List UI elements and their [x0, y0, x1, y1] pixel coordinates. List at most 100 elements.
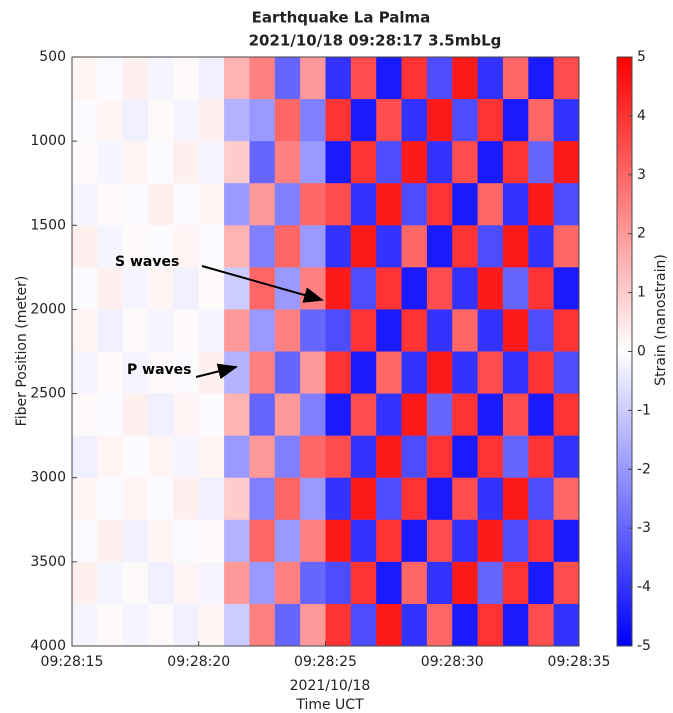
heatmap-cell: [401, 141, 428, 184]
heatmap-cell: [553, 393, 579, 437]
y-tick-label: 2000: [30, 301, 66, 317]
heatmap-cell: [148, 141, 174, 184]
heatmap-cell: [477, 99, 504, 142]
heatmap-cell: [325, 519, 352, 563]
heatmap-cell: [325, 561, 352, 605]
heatmap-cell: [477, 603, 504, 646]
heatmap-cell: [426, 267, 453, 310]
heatmap-cell: [325, 477, 352, 521]
heatmap-cell: [452, 267, 479, 310]
heatmap-cell: [553, 477, 579, 521]
heatmap-cell: [528, 225, 555, 268]
heatmap-cell: [350, 99, 377, 142]
heatmap-cell: [224, 435, 250, 479]
heatmap-cell: [528, 561, 555, 605]
heatmap-cell: [274, 225, 301, 268]
heatmap-cell: [401, 309, 428, 352]
heatmap-cell: [325, 393, 352, 437]
heatmap-cell: [72, 183, 98, 226]
heatmap-cell: [502, 267, 529, 310]
heatmap-cell: [502, 435, 529, 479]
heatmap-cell: [553, 57, 579, 100]
heatmap-cell: [122, 183, 149, 226]
colorbar-tick-label: 4: [637, 108, 646, 124]
heatmap-cell: [300, 141, 326, 184]
heatmap-cell: [122, 99, 149, 142]
x-tick-label: 09:28:35: [548, 654, 611, 670]
heatmap-cell: [249, 393, 276, 437]
heatmap-cell: [350, 267, 377, 310]
heatmap-cell: [249, 561, 276, 605]
heatmap-cell: [553, 561, 579, 605]
heatmap-cell: [300, 519, 326, 563]
heatmap-cell: [224, 519, 250, 563]
heatmap-cell: [198, 225, 225, 268]
heatmap-cell: [148, 477, 174, 521]
heatmap-cell: [528, 435, 555, 479]
heatmap-cell: [376, 267, 403, 310]
heatmap-cell: [198, 183, 225, 226]
heatmap-cell: [122, 477, 149, 521]
heatmap-cell: [122, 225, 149, 268]
heatmap-cell: [502, 519, 529, 563]
heatmap-cell: [401, 393, 428, 437]
colorbar-tick-label: 3: [637, 167, 646, 183]
heatmap-cell: [300, 477, 326, 521]
heatmap-cell: [528, 57, 555, 100]
heatmap-cell: [401, 561, 428, 605]
x-tick-label: 09:28:30: [421, 654, 484, 670]
heatmap-cell: [122, 141, 149, 184]
heatmap-cell: [72, 393, 98, 437]
heatmap-cell: [274, 561, 301, 605]
heatmap-cell: [97, 267, 124, 310]
heatmap-cell: [97, 309, 124, 352]
heatmap-cell: [122, 519, 149, 563]
heatmap-cell: [274, 351, 301, 395]
heatmap-cell: [249, 99, 276, 142]
heatmap-cell: [325, 435, 352, 479]
heatmap-cell: [97, 225, 124, 268]
heatmap-cell: [401, 225, 428, 268]
heatmap-cell: [148, 99, 174, 142]
heatmap-cell: [72, 267, 98, 310]
heatmap-cell: [376, 603, 403, 646]
heatmap-cell: [72, 57, 98, 100]
heatmap-cell: [198, 141, 225, 184]
heatmap-cell: [249, 519, 276, 563]
heatmap-cell: [173, 183, 200, 226]
heatmap-cell: [426, 225, 453, 268]
heatmap-cell: [528, 603, 555, 646]
heatmap-cell: [553, 267, 579, 310]
heatmap-cell: [122, 57, 149, 100]
heatmap-cell: [249, 57, 276, 100]
heatmap-cell: [477, 561, 504, 605]
heatmap-cell: [97, 99, 124, 142]
heatmap-cell: [477, 351, 504, 395]
heatmap-cell: [502, 351, 529, 395]
heatmap-cell: [249, 183, 276, 226]
y-axis-label: Fiber Position (meter): [14, 276, 30, 427]
heatmap-cell: [274, 57, 301, 100]
heatmap-cell: [452, 519, 479, 563]
heatmap-cell: [300, 267, 326, 310]
heatmap-cell: [401, 267, 428, 310]
heatmap-cell: [224, 99, 250, 142]
heatmap-cell: [426, 477, 453, 521]
heatmap-cell: [97, 519, 124, 563]
heatmap-cell: [249, 435, 276, 479]
heatmap-cell: [72, 309, 98, 352]
heatmap-cell: [553, 99, 579, 142]
heatmap-cell: [502, 183, 529, 226]
heatmap-cell: [325, 603, 352, 646]
heatmap-cell: [249, 477, 276, 521]
heatmap-cell: [502, 225, 529, 268]
heatmap-cell: [173, 519, 200, 563]
heatmap-cell: [426, 183, 453, 226]
heatmap-cell: [300, 309, 326, 352]
heatmap-cell: [97, 183, 124, 226]
heatmap-cell: [452, 141, 479, 184]
heatmap-cell: [274, 393, 301, 437]
heatmap-cell: [376, 309, 403, 352]
annotation: P waves: [127, 362, 191, 378]
heatmap-cell: [376, 141, 403, 184]
